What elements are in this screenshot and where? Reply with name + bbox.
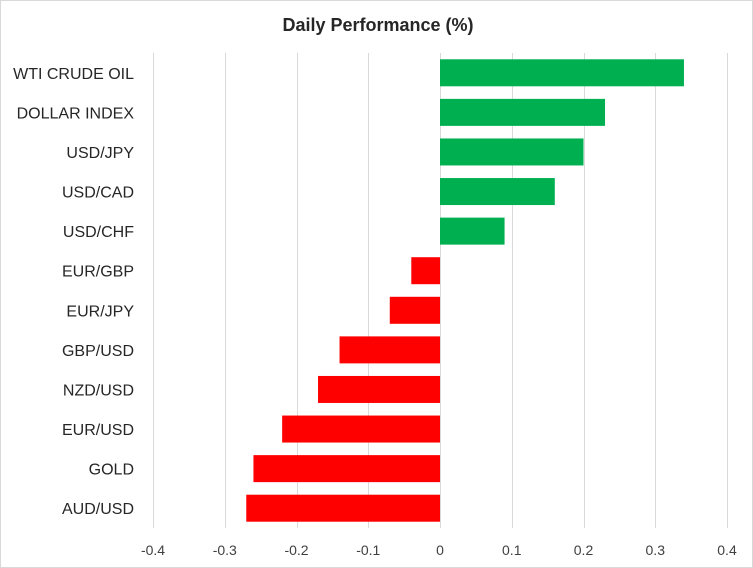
category-label: EUR/USD — [62, 422, 134, 439]
x-tick-label: -0.1 — [356, 542, 380, 558]
bar — [339, 336, 440, 364]
category-label: USD/CHF — [63, 224, 134, 241]
bar — [440, 98, 606, 126]
category-label: USD/CAD — [62, 185, 134, 202]
category-label: AUD/USD — [62, 501, 134, 518]
bar — [282, 415, 440, 443]
bar — [389, 296, 440, 324]
bar — [440, 138, 584, 166]
grid-layer — [153, 53, 728, 528]
category-label: DOLLAR INDEX — [17, 105, 135, 122]
x-tick-label: -0.2 — [284, 542, 308, 558]
x-tick-label: 0.1 — [502, 542, 522, 558]
bar — [440, 59, 684, 87]
bar — [440, 178, 555, 206]
category-label: NZD/USD — [63, 382, 134, 399]
bar — [253, 455, 440, 483]
x-tick-label: 0.2 — [574, 542, 594, 558]
category-label: GBP/USD — [62, 343, 134, 360]
bar-layer — [246, 59, 684, 522]
x-tick-label: 0.3 — [646, 542, 666, 558]
bar — [411, 257, 440, 285]
bar — [246, 494, 440, 522]
x-tick-label: -0.3 — [213, 542, 237, 558]
category-label: EUR/GBP — [62, 264, 134, 281]
category-labels: WTI CRUDE OIL DOLLAR INDEX USD/JPY USD/CAD U… — [13, 66, 134, 518]
bar — [318, 375, 440, 403]
category-label: USD/JPY — [66, 145, 134, 162]
x-tick-label: 0.4 — [717, 542, 737, 558]
x-axis-tick-labels: -0.4 -0.3 -0.2 -0.1 0 0.1 0.2 0.3 0.4 — [141, 542, 737, 558]
x-tick-label: 0 — [436, 542, 444, 558]
category-label: EUR/JPY — [66, 303, 134, 320]
bar — [440, 217, 505, 245]
category-label: GOLD — [89, 462, 134, 479]
category-label: WTI CRUDE OIL — [13, 66, 134, 83]
chart-title: Daily Performance (%) — [282, 15, 473, 35]
x-tick-label: -0.4 — [141, 542, 165, 558]
